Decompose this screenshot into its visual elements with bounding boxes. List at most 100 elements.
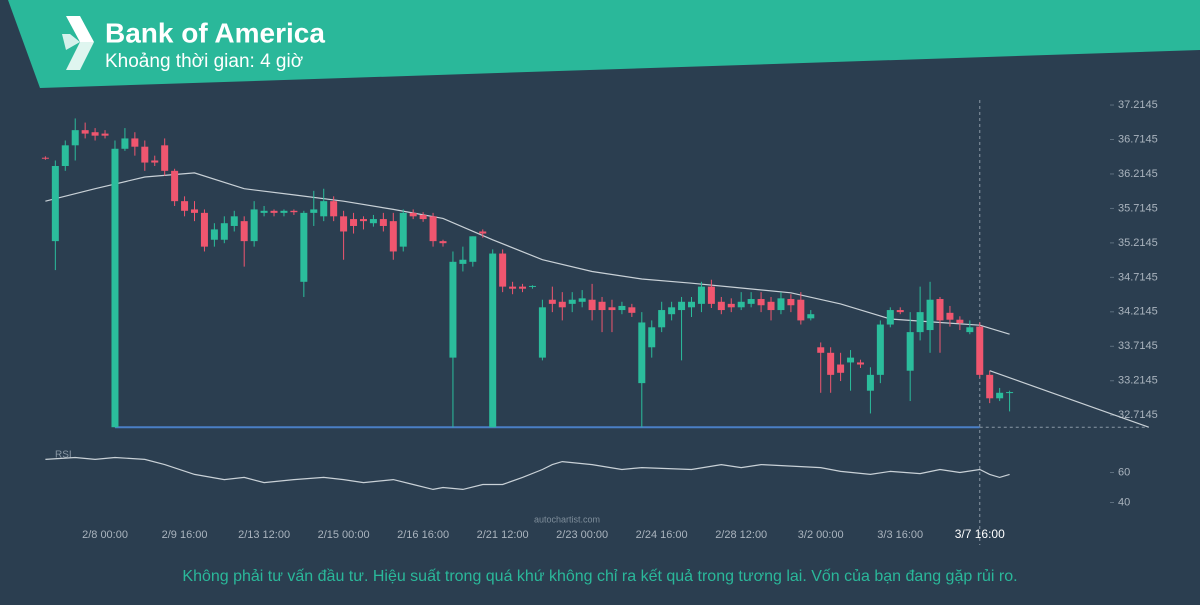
candle-body (807, 314, 815, 319)
candle-body (658, 310, 666, 328)
candle-body (1006, 392, 1014, 394)
candle-body (538, 307, 546, 358)
candle-body (509, 286, 517, 289)
candle-body (181, 201, 189, 211)
header-band (8, 0, 1200, 88)
candle-body (797, 299, 805, 321)
candle-body (996, 392, 1004, 399)
rsi-label: RSI (55, 450, 72, 461)
candle-body (767, 301, 775, 311)
logo-part (62, 34, 80, 50)
candle-body (111, 148, 119, 428)
candle-body (777, 298, 785, 311)
candle-body (528, 285, 536, 287)
candle-body (489, 253, 497, 428)
candle-body (280, 210, 288, 213)
candle-body (817, 347, 825, 353)
x-tick-label: 2/24 16:00 (636, 529, 688, 541)
candle-body (330, 201, 338, 217)
candle-body (747, 299, 755, 304)
x-tick-label: 2/28 12:00 (715, 529, 767, 541)
candle-body (976, 326, 984, 375)
candle-body (787, 299, 795, 306)
x-tick-label: 2/13 12:00 (238, 529, 290, 541)
x-tick-label: 2/21 12:00 (477, 529, 529, 541)
candle-body (688, 301, 695, 308)
candle-body (131, 138, 139, 147)
candle-body (727, 303, 735, 308)
x-tick-label: 2/9 16:00 (162, 529, 208, 541)
candle-body (598, 301, 606, 311)
candle-body (240, 221, 248, 242)
candle-body (210, 229, 218, 240)
candle-body (578, 298, 586, 302)
candle-body (429, 216, 437, 242)
candle-body (419, 214, 427, 220)
candle-body (936, 299, 944, 321)
candle-body (697, 286, 705, 304)
logo-part (66, 42, 94, 70)
x-tick-label: 2/8 00:00 (82, 529, 128, 541)
candle-body (71, 130, 79, 146)
x-tick-label: 3/2 00:00 (798, 529, 844, 541)
candle-body (906, 332, 914, 371)
candle-body (479, 231, 487, 234)
footnote: Không phải tư vấn đầu tư. Hiệu suất tron… (182, 568, 1017, 585)
candle-body (717, 301, 725, 311)
candle-body (876, 324, 884, 375)
candle-body (399, 212, 407, 247)
candle-body (916, 312, 924, 333)
candle-body (389, 221, 397, 252)
candle-body (439, 241, 447, 244)
candle-body (61, 145, 69, 166)
rsi-y-tick-label: 60 (1118, 466, 1130, 478)
candle-body (896, 310, 904, 313)
candle-body (966, 327, 974, 333)
candle-body (171, 170, 179, 202)
candle-body (588, 299, 596, 311)
candle-body (51, 165, 59, 242)
candle-body (350, 219, 358, 226)
candle-body (886, 310, 894, 325)
candle-body (757, 299, 765, 306)
candle-body (678, 301, 686, 311)
y-tick-label: 33.2145 (1118, 375, 1158, 387)
candle-body (668, 307, 676, 315)
candle-body (379, 219, 387, 226)
candle-body (310, 209, 318, 213)
candle-body (449, 261, 457, 358)
x-tick-label: 3/7 16:00 (955, 527, 1005, 541)
candle-body (986, 374, 994, 399)
candle-body (151, 160, 159, 163)
chart-subtitle: Khoảng thời gian: 4 giờ (105, 51, 303, 72)
candle-body (737, 301, 745, 308)
candle-body (81, 130, 89, 134)
rsi-y-tick-label: 40 (1118, 496, 1130, 508)
candle-body (260, 210, 268, 213)
candle-body (41, 157, 49, 159)
candle-body (141, 146, 149, 163)
candle-body (519, 286, 527, 289)
moving-average-line (45, 172, 1010, 335)
y-tick-label: 33.7145 (1118, 340, 1158, 352)
y-tick-label: 37.2145 (1118, 99, 1158, 111)
candle-body (101, 133, 109, 136)
candle-body (200, 212, 208, 247)
candle-body (191, 209, 198, 213)
candle-body (300, 212, 308, 282)
y-tick-label: 32.7145 (1118, 409, 1158, 421)
y-tick-label: 36.7145 (1118, 133, 1158, 145)
candle-body (827, 352, 835, 375)
candle-body (608, 307, 616, 311)
candle-body (230, 216, 238, 226)
candle-body (648, 327, 656, 348)
y-tick-label: 34.7145 (1118, 271, 1158, 283)
candle-body (946, 312, 954, 320)
candle-body (837, 364, 845, 373)
y-tick-label: 36.2145 (1118, 168, 1158, 180)
candle-body (558, 301, 566, 308)
candle-body (707, 286, 715, 304)
logo-part (66, 16, 94, 42)
